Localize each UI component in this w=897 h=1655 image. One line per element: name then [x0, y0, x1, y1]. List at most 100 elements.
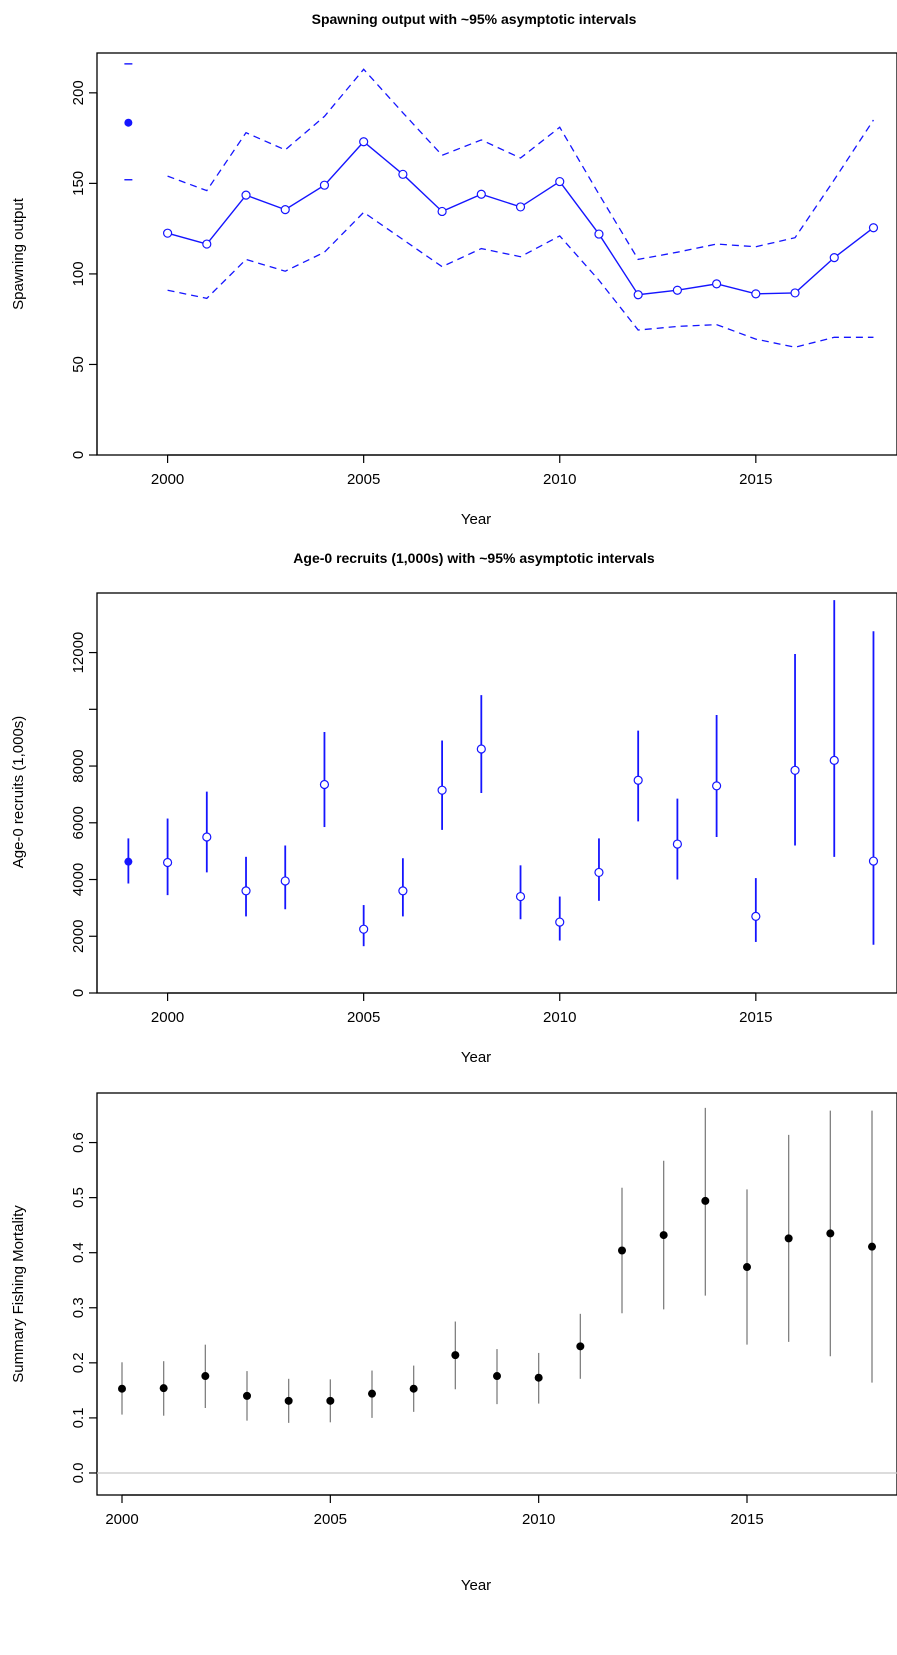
data-point	[829, 253, 839, 263]
data-point	[701, 1196, 710, 1205]
data-point	[359, 924, 369, 934]
data-point	[476, 189, 486, 199]
x-axis: 2000 2005 2010 2015	[151, 992, 773, 1026]
y-tick-label: 4000	[70, 863, 87, 896]
data-point	[555, 917, 565, 927]
x-axis-label: Year	[461, 1577, 491, 1594]
data-point	[437, 206, 447, 217]
x-axis: 2000 2005 2010 2015	[105, 1494, 764, 1528]
series-marks	[124, 600, 879, 947]
data-point	[162, 228, 173, 238]
x-tick-label: 2000	[151, 1009, 184, 1026]
series-marks	[124, 63, 879, 348]
virgin-point	[124, 857, 133, 866]
data-point	[672, 839, 682, 849]
estimate-line	[167, 140, 874, 296]
data-point	[476, 744, 486, 754]
data-point	[159, 1384, 168, 1393]
data-point	[534, 1373, 543, 1382]
y-axis: 0 50 100 150 200	[70, 80, 98, 459]
data-point	[515, 891, 526, 902]
x-axis-label: Year	[461, 1049, 491, 1066]
x-tick-label: 2005	[314, 1511, 347, 1528]
data-point	[790, 765, 800, 775]
data-point	[555, 176, 565, 187]
y-tick-label: 0.2	[70, 1352, 87, 1373]
y-tick-label: 6000	[70, 806, 87, 839]
y-axis: 0 2000 4000 6000 8000 12000	[70, 632, 98, 997]
y-tick-label: 0.1	[70, 1407, 87, 1428]
x-tick-label: 2015	[739, 1009, 772, 1026]
y-tick-label: 0.0	[70, 1463, 87, 1484]
x-axis-label: Year	[461, 511, 491, 528]
data-point	[743, 1263, 751, 1272]
data-point	[359, 137, 369, 147]
x-tick-label: 2005	[347, 471, 380, 488]
y-tick-label: 8000	[70, 749, 87, 782]
recruits-chart: Age-0 recruits (1,000s) with ~95% asympt…	[10, 550, 897, 1066]
y-tick-label: 100	[70, 261, 87, 286]
plot-frame	[96, 1092, 897, 1496]
data-point	[398, 886, 408, 896]
data-point	[594, 229, 604, 239]
virgin-point	[124, 118, 133, 127]
chart-title: Age-0 recruits (1,000s) with ~95% asympt…	[293, 550, 655, 566]
data-point	[868, 223, 879, 233]
data-point	[790, 288, 800, 298]
y-axis-label: Summary Fishing Mortality	[10, 1205, 27, 1383]
upper-interval-line	[167, 68, 875, 261]
plot-frame	[96, 592, 897, 994]
data-point	[633, 290, 643, 300]
data-point	[319, 779, 330, 790]
data-point	[241, 886, 251, 896]
data-point	[162, 857, 173, 868]
data-point	[751, 911, 761, 922]
data-point	[784, 1234, 793, 1243]
data-point	[437, 785, 447, 795]
x-tick-label: 2015	[730, 1511, 763, 1528]
data-point	[868, 1242, 876, 1251]
y-tick-label: 150	[70, 171, 87, 196]
data-point	[398, 169, 408, 179]
data-point	[829, 755, 839, 765]
plot-frame	[96, 52, 897, 456]
data-point	[118, 1384, 126, 1393]
x-tick-label: 2010	[543, 1009, 576, 1026]
y-tick-label: 50	[70, 356, 87, 373]
data-point	[409, 1384, 418, 1393]
data-point	[672, 285, 682, 295]
y-tick-label: 0	[70, 451, 87, 459]
data-point	[201, 1372, 210, 1381]
fishing-mortality-chart: Year Summary Fishing Mortality 2000 2005 2…	[10, 1092, 897, 1594]
x-tick-label: 2010	[522, 1511, 555, 1528]
data-point	[618, 1246, 626, 1255]
data-point	[241, 190, 251, 200]
data-point	[493, 1372, 501, 1381]
y-tick-label: 0.5	[70, 1187, 87, 1208]
data-point	[659, 1231, 668, 1240]
y-tick-label: 2000	[70, 920, 87, 953]
x-tick-label: 2015	[739, 471, 772, 488]
x-tick-label: 2010	[543, 471, 576, 488]
data-point	[712, 279, 722, 289]
y-tick-label: 0.4	[70, 1242, 87, 1263]
y-tick-label: 12000	[70, 632, 87, 674]
data-point	[202, 832, 212, 842]
x-axis: 2000 2005 2010 2015	[151, 454, 773, 488]
series-marks	[97, 1107, 897, 1474]
data-point	[326, 1396, 335, 1405]
y-axis-label: Age-0 recruits (1,000s)	[10, 716, 27, 869]
data-point	[284, 1396, 293, 1405]
y-tick-label: 0.6	[70, 1132, 87, 1153]
data-point	[451, 1351, 460, 1360]
data-point	[243, 1391, 251, 1400]
data-point	[515, 202, 526, 212]
data-point	[712, 781, 722, 791]
x-tick-label: 2000	[151, 471, 184, 488]
y-axis: 0.0 0.1 0.2 0.3 0.4 0.5 0.6	[70, 1132, 98, 1484]
data-point	[868, 856, 879, 866]
spawning-output-chart: Spawning output with ~95% asymptotic int…	[10, 11, 897, 528]
y-axis-label: Spawning output	[10, 197, 27, 310]
x-tick-label: 2005	[347, 1009, 380, 1026]
